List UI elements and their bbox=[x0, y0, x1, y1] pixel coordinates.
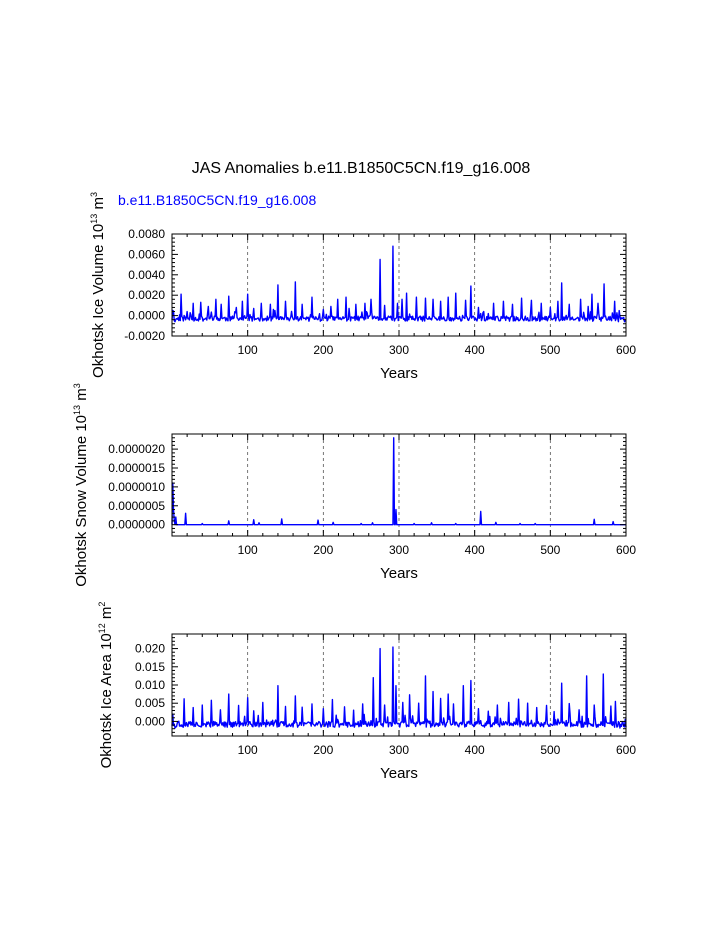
y-tick-label: 0.020 bbox=[135, 642, 165, 656]
y-axis-label: Okhotsk Snow Volume 1013 m3 bbox=[72, 383, 90, 586]
x-tick-label: 100 bbox=[238, 543, 258, 557]
x-axis-label: Years bbox=[380, 765, 418, 782]
y-axis-label-part: Okhotsk Ice Volume 10 bbox=[90, 224, 107, 378]
y-tick-label: 0.0000000 bbox=[108, 518, 165, 532]
y-axis-label-part: 13 bbox=[72, 405, 82, 415]
y-axis-label-part: m bbox=[90, 197, 107, 214]
y-tick-label: 0.0060 bbox=[128, 247, 165, 261]
y-tick-label: 0.0000 bbox=[128, 309, 165, 323]
series-line bbox=[171, 245, 627, 323]
y-axis-label-part: 3 bbox=[89, 192, 99, 197]
y-axis-label-part: Okhotsk Ice Area 10 bbox=[98, 633, 115, 768]
x-axis-label: Years bbox=[380, 365, 418, 382]
y-tick-label: 0.0000020 bbox=[108, 442, 165, 456]
x-tick-label: 100 bbox=[238, 743, 258, 757]
x-tick-label: 400 bbox=[465, 543, 485, 557]
y-tick-label: 0.010 bbox=[135, 678, 165, 692]
y-axis-label-part: 13 bbox=[89, 214, 99, 224]
x-tick-label: 400 bbox=[465, 343, 485, 357]
y-tick-label: -0.0020 bbox=[124, 329, 165, 343]
chart-panel-3: 100 200 300 400 500 600 0.000 0.005 0.010 0.015 0.… bbox=[97, 602, 636, 782]
y-tick-label: 0.0000010 bbox=[108, 480, 165, 494]
y-tick-label: 0.0080 bbox=[128, 227, 165, 241]
y-axis-label-part: 2 bbox=[97, 602, 107, 607]
y-tick-label: 0.0000015 bbox=[108, 461, 165, 475]
y-axis-label: Okhotsk Ice Area 1012 m2 bbox=[97, 602, 115, 769]
y-axis-label-part: 3 bbox=[72, 383, 82, 388]
y-tick-label: 0.005 bbox=[135, 696, 165, 710]
y-axis-label-part: m bbox=[73, 388, 90, 405]
x-tick-label: 600 bbox=[616, 743, 636, 757]
chart-panels: 100 200 300 400 500 600 -0.0020 0.0000 0.0020 0.0… bbox=[72, 192, 636, 782]
y-tick-label: 0.0020 bbox=[128, 288, 165, 302]
y-tick-label: 0.0000005 bbox=[108, 499, 165, 513]
x-tick-label: 500 bbox=[540, 743, 560, 757]
x-axis-label: Years bbox=[380, 565, 418, 582]
x-tick-label: 300 bbox=[389, 543, 409, 557]
x-tick-label: 300 bbox=[389, 743, 409, 757]
series-label: b.e11.B1850C5CN.f19_g16.008 bbox=[118, 192, 316, 208]
y-axis-label-part: 12 bbox=[97, 623, 107, 633]
x-tick-label: 500 bbox=[540, 543, 560, 557]
x-tick-label: 300 bbox=[389, 343, 409, 357]
x-tick-label: 500 bbox=[540, 343, 560, 357]
series-line bbox=[171, 646, 627, 729]
x-tick-label: 600 bbox=[616, 343, 636, 357]
x-tick-label: 600 bbox=[616, 543, 636, 557]
x-tick-label: 100 bbox=[238, 343, 258, 357]
chart-panel-1: 100 200 300 400 500 600 -0.0020 0.0000 0.0020 0.0… bbox=[89, 192, 636, 382]
y-axis-label-part: Okhotsk Snow Volume 10 bbox=[73, 415, 90, 587]
y-tick-label: 0.0040 bbox=[128, 268, 165, 282]
chart-panel-2: 100 200 300 400 500 600 0.0000000 0.0000005 0.00… bbox=[72, 383, 636, 586]
x-tick-label: 400 bbox=[465, 743, 485, 757]
x-tick-label: 200 bbox=[313, 743, 333, 757]
figure-title: JAS Anomalies b.e11.B1850C5CN.f19_g16.00… bbox=[192, 160, 531, 177]
x-tick-label: 200 bbox=[313, 343, 333, 357]
y-tick-label: 0.000 bbox=[135, 714, 165, 728]
y-tick-label: 0.015 bbox=[135, 660, 165, 674]
y-axis-label-part: m bbox=[98, 607, 115, 624]
series-line bbox=[171, 437, 626, 526]
x-tick-label: 200 bbox=[313, 543, 333, 557]
y-axis-label: Okhotsk Ice Volume 1013 m3 bbox=[89, 192, 107, 378]
